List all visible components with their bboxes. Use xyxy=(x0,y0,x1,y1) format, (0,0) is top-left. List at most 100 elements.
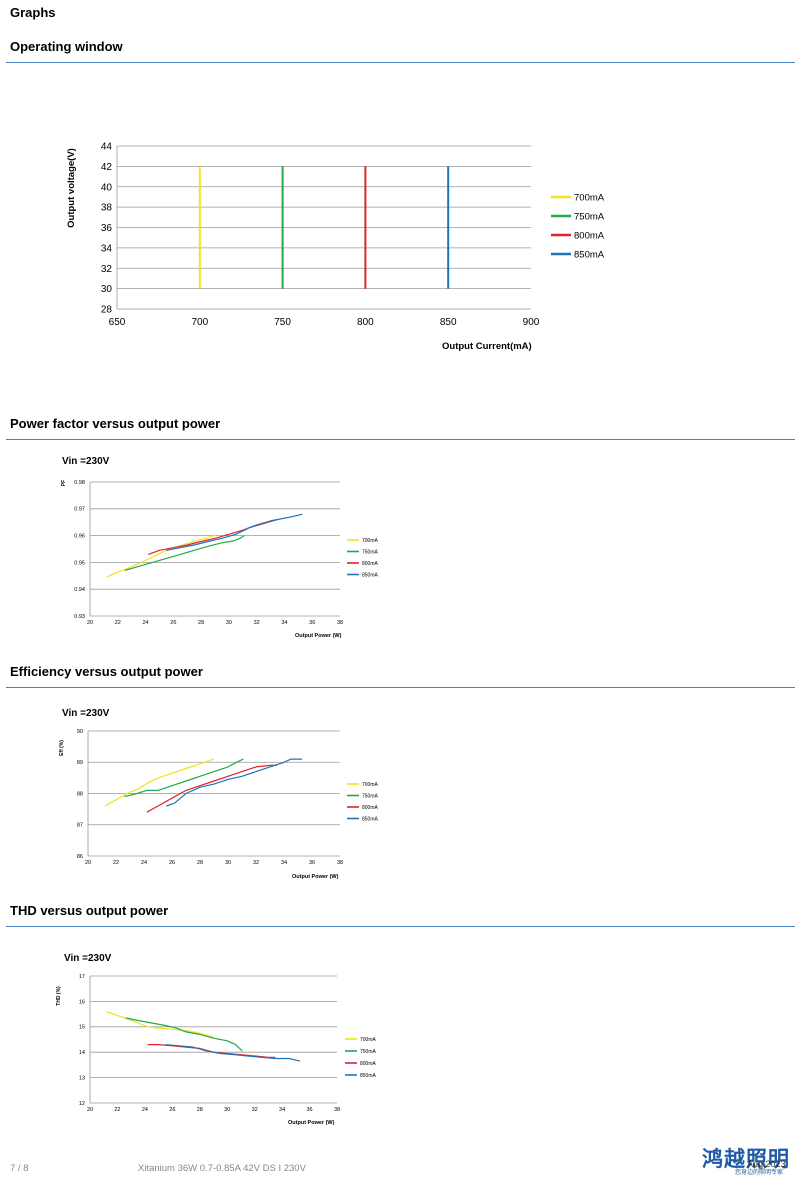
y-tick-label: 17 xyxy=(79,974,85,980)
x-axis-label: Output Power (W) xyxy=(295,633,342,639)
x-tick-label: 36 xyxy=(306,1107,312,1113)
x-tick-label: 24 xyxy=(142,1107,148,1113)
footer-document-title: Xitanium 36W 0.7-0.85A 42V DS I 230V xyxy=(138,1163,306,1174)
y-tick-label: 30 xyxy=(101,284,113,295)
x-tick-label: 800 xyxy=(357,317,374,328)
x-tick-label: 32 xyxy=(253,860,259,866)
y-tick-label: 86 xyxy=(77,854,83,860)
x-tick-label: 38 xyxy=(334,1107,340,1113)
y-tick-label: 28 xyxy=(101,305,113,316)
legend-label-750mA: 750mA xyxy=(362,549,379,555)
legend-label-750mA: 750mA xyxy=(574,211,605,222)
chart-pf: 0.93 0.94 0.95 0.96 0.97 0.98 20 22 24 26 28 30 32 34… xyxy=(61,456,379,639)
x-tick-label: 30 xyxy=(224,1107,230,1113)
x-tick-label: 32 xyxy=(254,620,260,626)
series-line-700mA xyxy=(104,758,215,807)
y-tick-label: 0.98 xyxy=(74,480,85,486)
chart-title: Vin =230V xyxy=(62,456,110,467)
footer-date: Aug 2023 xyxy=(747,1159,786,1169)
x-tick-label: 30 xyxy=(225,860,231,866)
footer-page-number: 7 / 8 xyxy=(10,1163,29,1174)
x-tick-label: 28 xyxy=(197,1107,203,1113)
page-heading: Graphs xyxy=(10,5,56,20)
series-line-800mA xyxy=(146,764,277,813)
y-tick-label: 16 xyxy=(79,999,85,1005)
x-tick-label: 22 xyxy=(113,860,119,866)
series-line-750mA xyxy=(124,535,245,571)
x-tick-label: 20 xyxy=(85,860,91,866)
legend-label-800mA: 800mA xyxy=(360,1061,377,1067)
y-tick-label: 15 xyxy=(79,1025,85,1031)
y-tick-label: 0.97 xyxy=(74,507,85,513)
x-tick-label: 26 xyxy=(169,860,175,866)
y-tick-label: 32 xyxy=(101,264,113,275)
chart-title: Vin =230V xyxy=(62,708,110,719)
x-tick-label: 34 xyxy=(281,860,287,866)
y-tick-label: 0.95 xyxy=(74,560,85,566)
legend-label-800mA: 800mA xyxy=(574,230,605,241)
x-tick-label: 26 xyxy=(169,1107,175,1113)
series-line-700mA xyxy=(106,535,216,578)
series-line-850mA xyxy=(165,1044,301,1062)
x-axis-label: Output Power (W) xyxy=(292,874,339,880)
x-tick-label: 20 xyxy=(87,620,93,626)
y-tick-label: 14 xyxy=(79,1050,85,1056)
series-line-750mA xyxy=(124,758,244,798)
x-tick-label: 850 xyxy=(440,317,457,328)
x-tick-label: 750 xyxy=(274,317,291,328)
y-tick-label: 0.93 xyxy=(74,614,85,620)
legend-label-750mA: 750mA xyxy=(360,1049,377,1055)
legend-label-800mA: 800mA xyxy=(362,805,379,811)
y-tick-label: 44 xyxy=(101,142,113,153)
chart-thd: 12 13 14 15 16 17 20 22 24 26 28 30 32 34 36 38 Vin =230… xyxy=(56,953,377,1126)
y-tick-label: 90 xyxy=(77,729,83,735)
legend-label-800mA: 800mA xyxy=(362,561,379,567)
legend-label-850mA: 850mA xyxy=(574,249,605,260)
x-tick-label: 900 xyxy=(523,317,540,328)
y-axis-label: Eff (%) xyxy=(59,740,65,756)
x-tick-label: 24 xyxy=(142,620,148,626)
x-tick-label: 38 xyxy=(337,860,343,866)
section-title-efficiency: Efficiency versus output power xyxy=(10,664,203,679)
x-tick-label: 28 xyxy=(198,620,204,626)
x-tick-label: 700 xyxy=(191,317,208,328)
legend-label-850mA: 850mA xyxy=(362,572,379,578)
y-tick-label: 12 xyxy=(79,1101,85,1107)
y-tick-label: 0.96 xyxy=(74,534,85,540)
company-logo: 鸿越照明 Aug 2023 您身边的照明专家 xyxy=(702,1143,794,1177)
x-tick-label: 34 xyxy=(281,620,287,626)
x-tick-label: 36 xyxy=(309,620,315,626)
legend-label-850mA: 850mA xyxy=(360,1073,377,1079)
series-line-850mA xyxy=(166,758,303,807)
x-tick-label: 28 xyxy=(197,860,203,866)
section-title-operating-window: Operating window xyxy=(10,39,123,54)
y-axis-label: PF xyxy=(61,480,67,486)
series-line-750mA xyxy=(125,1017,243,1052)
y-tick-label: 13 xyxy=(79,1076,85,1082)
x-tick-label: 30 xyxy=(226,620,232,626)
chart-title: Vin =230V xyxy=(64,953,112,964)
x-tick-label: 22 xyxy=(114,1107,120,1113)
x-tick-label: 24 xyxy=(141,860,147,866)
series-line-850mA xyxy=(166,513,303,551)
section-divider xyxy=(6,439,795,440)
y-axis-label: THD (%) xyxy=(56,986,62,1006)
x-tick-label: 20 xyxy=(87,1107,93,1113)
x-tick-label: 650 xyxy=(109,317,126,328)
x-tick-label: 36 xyxy=(309,860,315,866)
y-tick-label: 40 xyxy=(101,182,113,193)
legend-label-700mA: 700mA xyxy=(574,192,605,203)
chart-eff: 86 87 88 89 90 20 22 24 26 28 30 32 34 36 38 Vin =230V E… xyxy=(59,708,379,880)
section-title-thd: THD versus output power xyxy=(10,903,169,918)
legend-label-700mA: 700mA xyxy=(362,782,379,788)
y-tick-label: 34 xyxy=(101,243,113,254)
logo-text: 鸿越照明 xyxy=(702,1147,790,1171)
x-tick-label: 38 xyxy=(337,620,343,626)
x-tick-label: 22 xyxy=(115,620,121,626)
section-divider xyxy=(6,687,795,688)
y-tick-label: 89 xyxy=(77,760,83,766)
legend-label-700mA: 700mA xyxy=(360,1037,377,1043)
section-title-power-factor: Power factor versus output power xyxy=(10,416,221,431)
series-line-700mA xyxy=(106,1011,214,1038)
